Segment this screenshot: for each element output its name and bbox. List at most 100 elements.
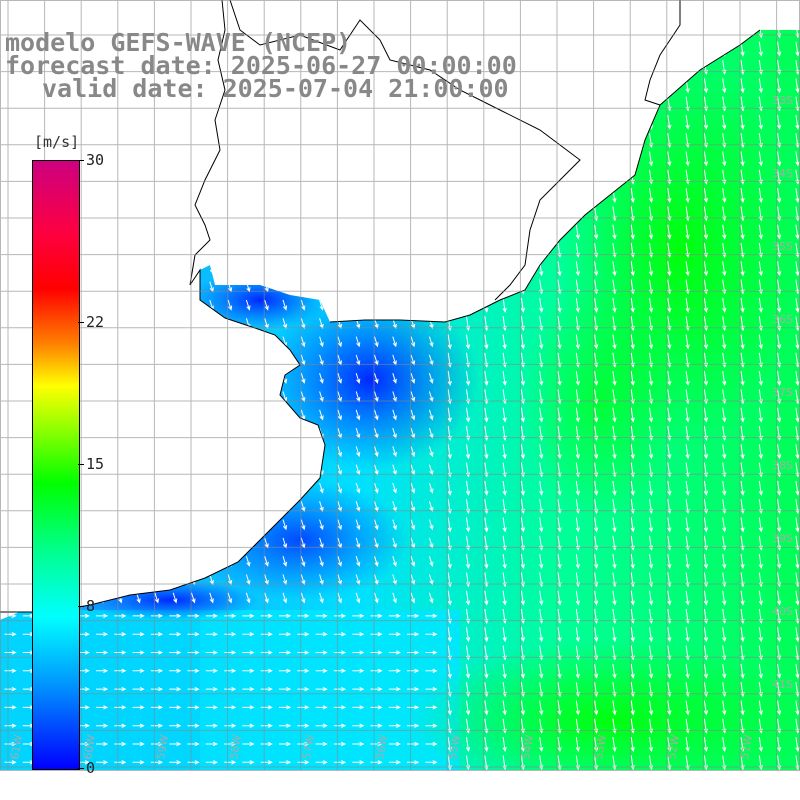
- wind-arrow: [575, 41, 580, 57]
- wind-arrow: [191, 446, 196, 458]
- wind-arrow: [315, 632, 328, 637]
- wind-arrow: [96, 632, 109, 637]
- wind-arrow: [722, 151, 727, 167]
- wind-arrow: [425, 705, 438, 710]
- wind-arrow: [612, 444, 617, 460]
- wind-arrow: [704, 5, 707, 19]
- wind-arrow: [575, 261, 580, 277]
- wind-arrow: [465, 663, 471, 679]
- wind-arrow: [558, 5, 561, 19]
- wind-arrow: [374, 226, 379, 238]
- wind-arrow: [428, 263, 434, 275]
- wind-arrow: [319, 171, 324, 183]
- wind-arrow: [388, 650, 401, 655]
- wind-arrow: [557, 480, 562, 496]
- wind-arrow: [520, 627, 526, 643]
- wind-arrow: [282, 299, 288, 311]
- wind-arrow: [8, 281, 13, 293]
- wind-arrow: [758, 188, 763, 204]
- wind-arrow: [320, 7, 324, 17]
- wind-arrow: [8, 171, 13, 183]
- wind-arrow: [300, 336, 306, 348]
- wind-arrow: [209, 482, 214, 494]
- wind-arrow: [319, 116, 324, 128]
- wind-arrow: [191, 116, 196, 128]
- wind-arrow: [428, 116, 434, 128]
- wind-arrow: [410, 373, 416, 384]
- latitude-label: 37S: [772, 386, 793, 399]
- wind-arrow: [410, 244, 416, 256]
- wind-arrow: [264, 153, 269, 165]
- wind-arrow: [99, 116, 105, 128]
- wind-arrow: [352, 686, 365, 692]
- wind-arrow: [539, 737, 544, 753]
- wind-arrow: [502, 151, 507, 167]
- wind-arrow: [758, 371, 763, 387]
- wind-arrow: [740, 224, 745, 240]
- wind-arrow: [388, 686, 401, 692]
- wind-arrow: [169, 686, 182, 692]
- wind-arrow: [484, 480, 489, 496]
- wind-arrow: [282, 446, 288, 458]
- wind-arrow: [81, 409, 86, 421]
- wind-arrow: [227, 556, 233, 567]
- wind-arrow: [117, 281, 123, 293]
- wind-arrow: [776, 261, 782, 277]
- wind-arrow: [300, 592, 306, 604]
- wind-arrow: [96, 650, 109, 655]
- wind-arrow: [703, 627, 709, 643]
- wind-arrow: [191, 190, 196, 201]
- wind-arrow: [99, 556, 105, 567]
- wind-arrow: [703, 114, 709, 130]
- wind-arrow: [245, 208, 251, 220]
- wind-arrow: [355, 592, 361, 604]
- wind-arrow: [575, 554, 580, 570]
- wind-arrow: [388, 613, 401, 619]
- wind-arrow: [630, 627, 635, 643]
- wind-arrow: [172, 537, 178, 549]
- wind-arrow: [45, 7, 49, 17]
- latitude-label: 39S: [772, 532, 793, 545]
- wind-arrow: [8, 226, 13, 238]
- wind-arrow: [795, 590, 800, 606]
- wind-arrow: [242, 668, 255, 673]
- wind-arrow: [447, 700, 452, 716]
- latitude-label: 40S: [772, 605, 793, 618]
- wind-arrow: [150, 705, 164, 710]
- wind-arrow: [99, 135, 105, 146]
- wind-arrow: [81, 464, 86, 476]
- wind-arrow: [723, 5, 726, 19]
- wind-arrow: [370, 668, 383, 673]
- wind-arrow: [758, 41, 763, 57]
- wind-arrow: [465, 224, 471, 240]
- wind-arrow: [154, 501, 159, 512]
- wind-arrow: [282, 427, 288, 439]
- wind-arrow: [388, 668, 401, 673]
- wind-arrow: [575, 444, 580, 460]
- wind-arrow: [539, 663, 544, 679]
- wind-arrow: [425, 632, 438, 637]
- wind-arrow: [355, 171, 361, 183]
- wind-arrow: [154, 171, 159, 183]
- wind-arrow: [319, 556, 324, 567]
- wind-arrow: [81, 354, 86, 366]
- wind-arrow: [352, 613, 365, 619]
- wind-arrow: [776, 114, 782, 130]
- colorbar-tick-mark: [78, 464, 84, 465]
- wind-arrow: [242, 650, 255, 655]
- lat-lon-grid: [0, 0, 800, 771]
- wind-arrow: [392, 519, 397, 531]
- wind-arrow: [374, 299, 379, 311]
- wind-arrow: [374, 592, 379, 604]
- wind-arrow: [392, 190, 397, 201]
- wind-arrow: [172, 281, 178, 293]
- wind-arrow: [447, 188, 452, 204]
- wind-arrow: [631, 5, 634, 19]
- wind-arrow: [264, 135, 269, 146]
- wind-arrow: [352, 650, 365, 655]
- wind-arrow: [428, 482, 434, 494]
- wind-arrow: [520, 444, 526, 460]
- wind-arrow: [136, 190, 141, 201]
- wind-arrow: [425, 668, 438, 673]
- wind-arrow: [447, 517, 452, 533]
